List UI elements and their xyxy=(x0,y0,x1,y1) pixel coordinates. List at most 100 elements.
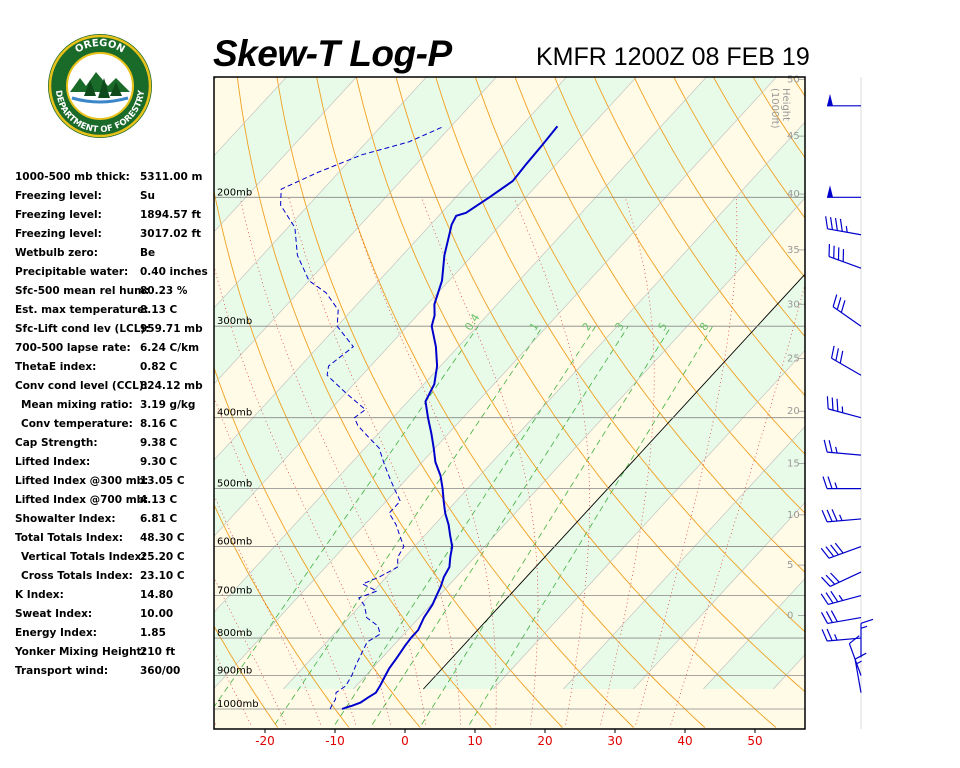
param-value: 48.30 C xyxy=(140,532,185,544)
param-value: 6.24 C/km xyxy=(140,342,200,354)
isobar-label: 700mb xyxy=(217,586,252,597)
param-value: 25.20 C xyxy=(140,551,185,563)
param-row: Conv cond level (CCL): 824.12 mb xyxy=(15,377,215,396)
wind-barb xyxy=(822,476,861,490)
moist-adiabat xyxy=(29,197,181,724)
isobar-label: 800mb xyxy=(217,628,252,639)
isotherm-line xyxy=(214,77,357,233)
param-label: Lifted Index @700 mb: xyxy=(15,494,149,506)
param-row: Transport wind: 360/00 xyxy=(15,662,215,681)
moist-adiabat xyxy=(214,264,392,725)
param-row: Lifted Index: 9.30 C xyxy=(15,453,215,472)
param-label: Sweat Index: xyxy=(15,608,93,620)
isotherm-line xyxy=(214,77,427,309)
param-row: Freezing level: 1894.57 ft xyxy=(15,206,215,225)
dry-adiabat xyxy=(214,503,350,728)
param-value: 824.12 mb xyxy=(140,380,203,392)
param-row: Precipitable water: 0.40 inches xyxy=(15,263,215,282)
param-row: Lifted Index @700 mb: 4.13 C xyxy=(15,491,215,510)
height-tick-label: 35 xyxy=(787,245,800,256)
param-row: Lifted Index @300 mb: 13.05 C xyxy=(15,472,215,491)
wind-barb xyxy=(823,439,862,456)
wind-barb xyxy=(820,542,862,559)
isotherm-line xyxy=(703,578,805,690)
mixing-ratio-line xyxy=(421,325,672,725)
wind-barb xyxy=(832,294,862,327)
dry-adiabat xyxy=(554,77,805,455)
wind-barb xyxy=(825,216,862,236)
param-label: Est. max temperature: xyxy=(15,304,149,316)
param-label: Yonker Mixing Height: xyxy=(15,646,146,658)
isobar-label: 500mb xyxy=(217,479,252,490)
isobar-label: 400mb xyxy=(217,408,252,419)
param-label: Freezing level: xyxy=(15,190,102,202)
dry-adiabat xyxy=(214,188,492,728)
dry-adiabat xyxy=(214,366,421,728)
isotherm-line xyxy=(423,273,805,690)
dry-adiabat xyxy=(514,77,805,514)
param-row: Mean mixing ratio: 3.19 g/kg xyxy=(15,396,215,415)
isotherm-line xyxy=(353,197,805,690)
param-value: 9.38 C xyxy=(140,437,178,449)
param-value: 9.30 C xyxy=(140,456,178,468)
param-value: 3.19 g/kg xyxy=(140,399,196,411)
param-value: 0.40 inches xyxy=(140,266,208,278)
isotherm-line xyxy=(283,121,805,690)
wind-barb xyxy=(860,618,874,658)
chart-title: Skew-T Log-P xyxy=(213,33,452,74)
temp-tick-label: -10 xyxy=(325,734,345,748)
temp-tick-label: 10 xyxy=(467,734,482,748)
dry-adiabat xyxy=(861,60,960,727)
dry-adiabat xyxy=(214,625,279,728)
isotherm-line xyxy=(563,425,805,690)
isobar-label: 600mb xyxy=(217,537,252,548)
param-label: Sfc-Lift cond lev (LCL): xyxy=(15,323,150,335)
temp-tick-label: 40 xyxy=(677,734,692,748)
param-value: 8.16 C xyxy=(140,418,178,430)
isobar-label: 200mb xyxy=(217,187,252,198)
dry-adiabat xyxy=(900,60,960,727)
dry-adiabat xyxy=(355,77,777,728)
param-row: Sweat Index: 10.00 xyxy=(15,605,215,624)
param-value: 8.13 C xyxy=(140,304,178,316)
isotherm-line xyxy=(633,502,805,690)
isotherm-line xyxy=(214,77,777,689)
param-row: ThetaE index: 0.82 C xyxy=(15,358,215,377)
wind-barb xyxy=(826,396,862,419)
height-tick-label: 50 xyxy=(787,74,800,85)
height-axis-units: (1000ft) xyxy=(769,88,780,129)
param-value: 6.81 C xyxy=(140,513,178,525)
dry-adiabat xyxy=(236,77,563,728)
isobar-label: 1000mb xyxy=(217,699,259,710)
param-value: 1.85 xyxy=(140,627,166,639)
wind-barb xyxy=(848,635,862,676)
height-tick-label: 30 xyxy=(787,299,800,310)
height-tick-label: 45 xyxy=(787,131,800,142)
moist-adiabat xyxy=(288,197,462,725)
temp-tick-label: 20 xyxy=(537,734,552,748)
moist-adiabat xyxy=(214,395,357,725)
isotherm-line xyxy=(0,77,146,689)
param-label: Lifted Index: xyxy=(15,456,91,468)
param-row: K Index: 14.80 xyxy=(15,586,215,605)
height-tick-label: 5 xyxy=(787,560,793,571)
dry-adiabat xyxy=(276,77,634,728)
temp-tick-label: 0 xyxy=(401,734,409,748)
dry-adiabat xyxy=(822,60,960,727)
param-label: Sfc-500 mean rel hum: xyxy=(15,285,150,297)
param-row: Cross Totals Index: 23.10 C xyxy=(15,567,215,586)
param-value: Su xyxy=(140,190,156,202)
mixing-ratio-line xyxy=(214,325,479,708)
isotherm-line xyxy=(214,77,497,385)
param-row: Yonker Mixing Height: 210 ft xyxy=(15,643,215,662)
param-value: Be xyxy=(140,247,156,259)
param-label: Vertical Totals Index: xyxy=(21,551,146,563)
moist-adiabat xyxy=(600,197,655,725)
param-value: 5311.00 m xyxy=(140,171,203,183)
wind-barb xyxy=(821,509,862,523)
param-value: 14.80 xyxy=(140,589,174,601)
moist-adiabat xyxy=(670,283,805,725)
param-value: 3017.02 ft xyxy=(140,228,202,240)
isotherm-line xyxy=(0,77,6,689)
